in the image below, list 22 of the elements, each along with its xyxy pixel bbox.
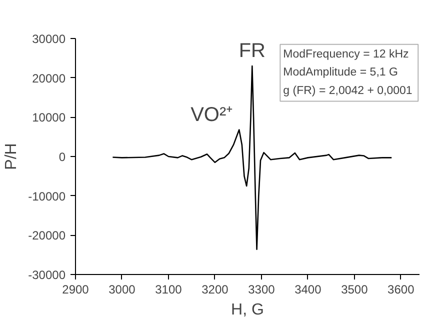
- x-tick-label: 2900: [62, 282, 90, 296]
- y-tick-label: 10000: [32, 110, 66, 125]
- x-tick-label: 3500: [341, 282, 368, 296]
- annotation: ModFrequency = 12 kHz: [283, 48, 410, 61]
- x-tick-label: 3600: [388, 282, 415, 296]
- y-tick-label: 0: [58, 150, 66, 164]
- x-tick-label: 3200: [202, 282, 229, 296]
- x-tick-label: 3300: [248, 282, 276, 296]
- y-tick-label: -20000: [28, 228, 66, 243]
- x-axis-title: H, G: [231, 302, 264, 318]
- annotation: FR: [238, 40, 266, 62]
- x-tick-label: 3000: [108, 282, 136, 296]
- x-tick-label: 3100: [155, 282, 182, 296]
- annotation: ModAmplitude = 5,1 G: [283, 66, 398, 79]
- annotation: VO²⁺: [190, 104, 234, 126]
- x-tick-label: 3400: [294, 282, 322, 296]
- y-axis-title: P/H: [3, 143, 20, 170]
- annotation: g (FR) = 2,0042 + 0,0001: [283, 84, 412, 97]
- y-tick-label: 20000: [32, 71, 66, 86]
- y-tick-label: -30000: [28, 268, 66, 282]
- y-tick-label: -10000: [28, 189, 66, 204]
- y-tick-label: 30000: [32, 32, 66, 46]
